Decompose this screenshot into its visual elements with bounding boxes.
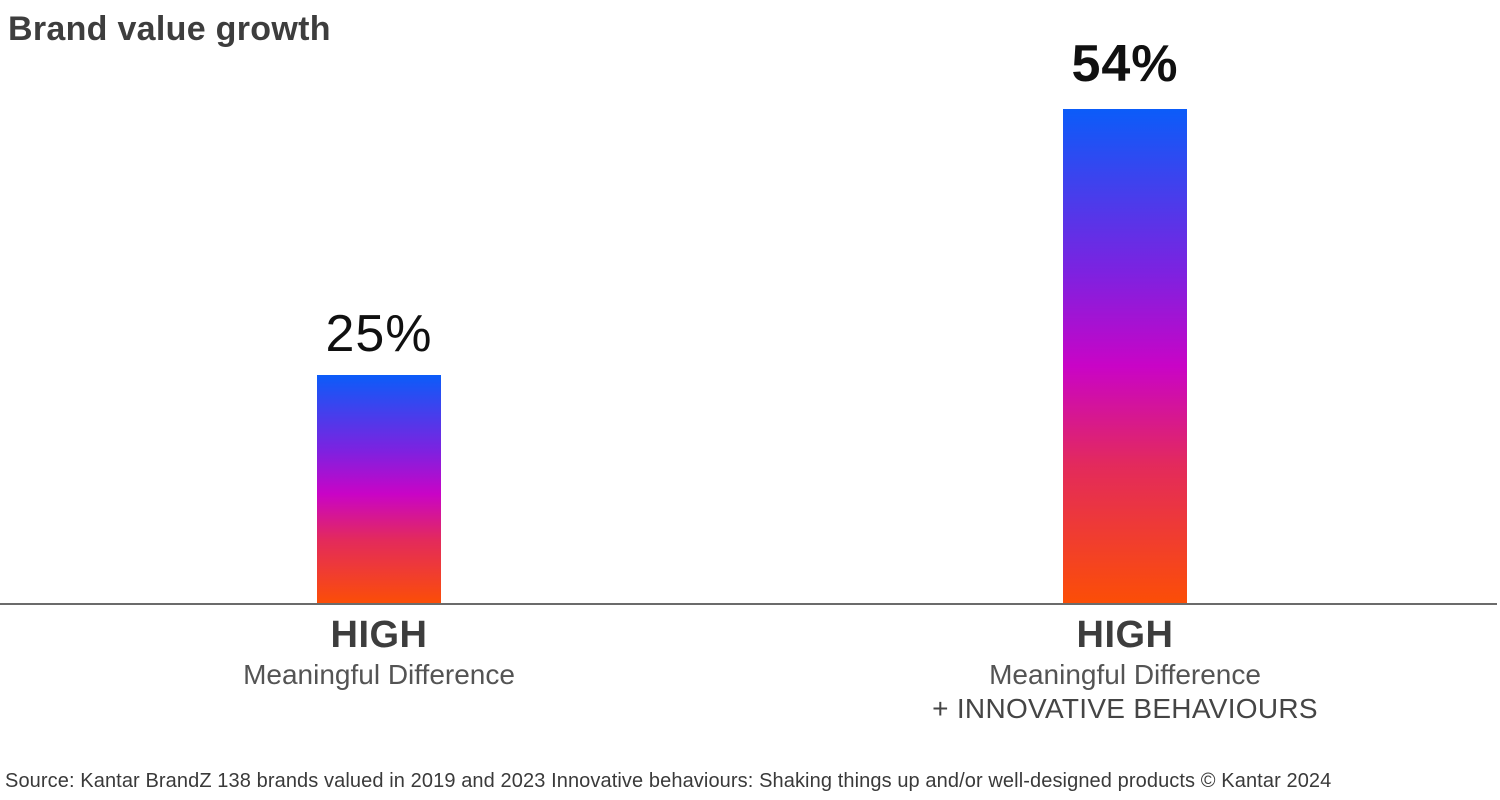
category-subtitle-innovative-behaviours: + INNOVATIVE BEHAVIOURS xyxy=(932,693,1318,724)
bar-high-meaningful-difference xyxy=(317,375,441,604)
category-title-high: HIGH xyxy=(330,614,428,656)
category-label-left: HIGH Meaningful Difference xyxy=(119,612,639,692)
category-subtitle-meaningful-difference: Meaningful Difference xyxy=(243,659,515,690)
bar-value-label-25: 25% xyxy=(325,305,433,363)
category-title-high: HIGH xyxy=(1076,614,1174,656)
category-subtitle-meaningful-difference: Meaningful Difference xyxy=(989,659,1261,690)
bar-high-meaningful-difference-innovative xyxy=(1063,109,1187,604)
x-axis-line xyxy=(0,603,1497,605)
source-note: Source: Kantar BrandZ 138 brands valued … xyxy=(5,770,1332,792)
category-label-right: HIGH Meaningful Difference + INNOVATIVE … xyxy=(865,612,1385,726)
bar-value-label-54: 54% xyxy=(1071,35,1179,93)
chart-title: Brand value growth xyxy=(8,10,331,48)
